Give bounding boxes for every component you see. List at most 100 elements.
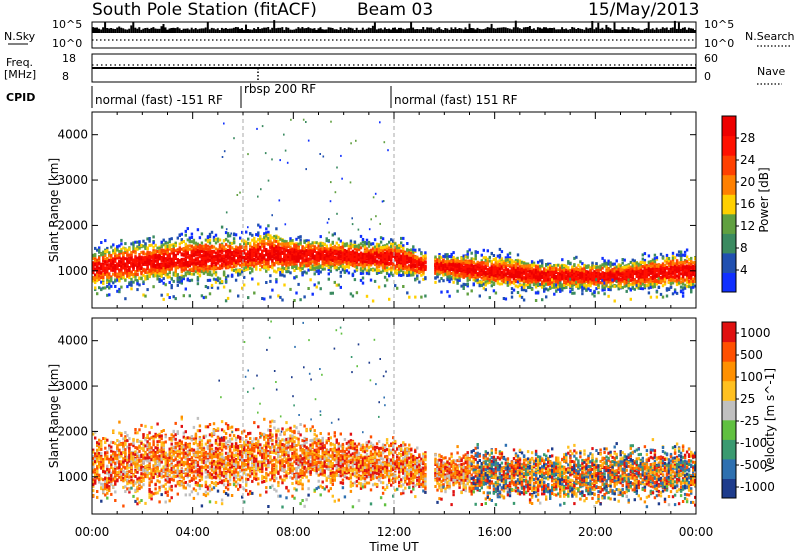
data-cell [134,261,137,265]
data-cell [390,269,393,273]
nsky-bar [677,22,680,33]
data-cell [273,249,276,253]
nsky-bar [392,27,394,33]
data-cell [309,257,312,261]
data-cell [363,255,367,258]
data-cell [243,240,246,244]
data-cell [400,269,403,273]
nsky-bar [96,27,98,33]
data-cell [120,266,123,270]
data-cell [204,285,208,288]
data-cell [325,257,328,261]
data-cell [404,259,407,263]
data-cell [327,266,330,269]
nsky-bar [446,28,449,33]
data-cell [228,253,232,257]
data-cell [490,273,493,276]
data-cell [267,236,270,240]
data-cell [245,252,248,256]
data-cell [218,277,222,281]
data-cell [379,251,383,255]
data-cell [494,267,498,271]
data-cell [164,266,167,269]
data-cell [293,276,296,280]
data-cell [390,257,393,260]
data-cell [92,270,95,274]
data-cell [500,265,504,269]
data-cell [273,269,276,273]
nsky-bar [681,27,684,33]
data-cell [295,275,298,279]
nsky-tick-top: 10^5 [52,18,82,31]
data-cell [277,268,280,272]
data-cell [335,256,338,260]
nsky-bar [154,28,157,33]
data-cell [230,251,234,255]
nsky-bar [359,29,362,33]
data-cell [408,295,411,299]
data-cell [182,247,185,251]
data-cell [404,265,407,269]
data-cell [345,257,349,261]
data-cell [100,264,103,268]
data-cell [136,282,139,286]
data-cell [381,269,385,273]
data-cell [140,272,143,276]
data-cell [271,245,274,249]
data-cell [265,231,268,235]
data-cell [472,266,475,270]
data-cell [241,258,244,262]
data-cell [307,244,310,248]
data-cell [307,258,310,262]
data-cell [510,261,514,265]
nsky-bar [186,28,189,33]
data-cell [138,243,141,247]
data-cell [106,260,109,264]
data-cell [188,264,191,268]
data-cell [218,249,222,253]
nsky-bar [472,28,475,33]
data-cell [369,250,373,254]
data-cell [194,250,198,254]
data-cell [265,250,268,254]
data-cell [385,268,389,272]
data-cell [228,265,232,269]
data-cell [365,248,369,252]
data-cell [454,269,457,273]
data-cell [156,250,159,253]
data-cell [259,260,262,263]
nsky-bar [579,28,582,33]
data-cell [267,242,270,246]
data-cell [243,261,246,265]
nsky-bar [196,29,199,33]
data-cell [275,261,278,265]
data-cell [406,252,409,256]
nsky-bar [418,29,421,33]
data-cell [359,259,363,263]
data-cell [249,244,252,248]
data-cell [222,255,226,259]
data-cell [311,260,314,264]
data-cell [369,248,373,252]
data-cell [502,277,506,281]
data-cell [406,269,409,273]
data-cell [245,243,248,247]
data-cell [98,286,101,290]
data-cell [345,259,349,262]
data-cell [220,254,224,258]
nsky-bar [444,28,447,33]
data-cell [301,273,304,277]
nsky-bar [462,29,465,33]
data-cell [474,270,477,274]
data-cell [323,243,326,246]
nsky-bar [162,24,165,33]
nsky-bar [520,29,523,33]
data-cell [136,273,139,277]
data-cell [359,251,363,255]
data-cell [293,257,296,260]
data-cell [104,239,107,243]
data-cell [200,244,204,248]
data-cell [279,261,282,265]
data-cell [301,245,304,249]
